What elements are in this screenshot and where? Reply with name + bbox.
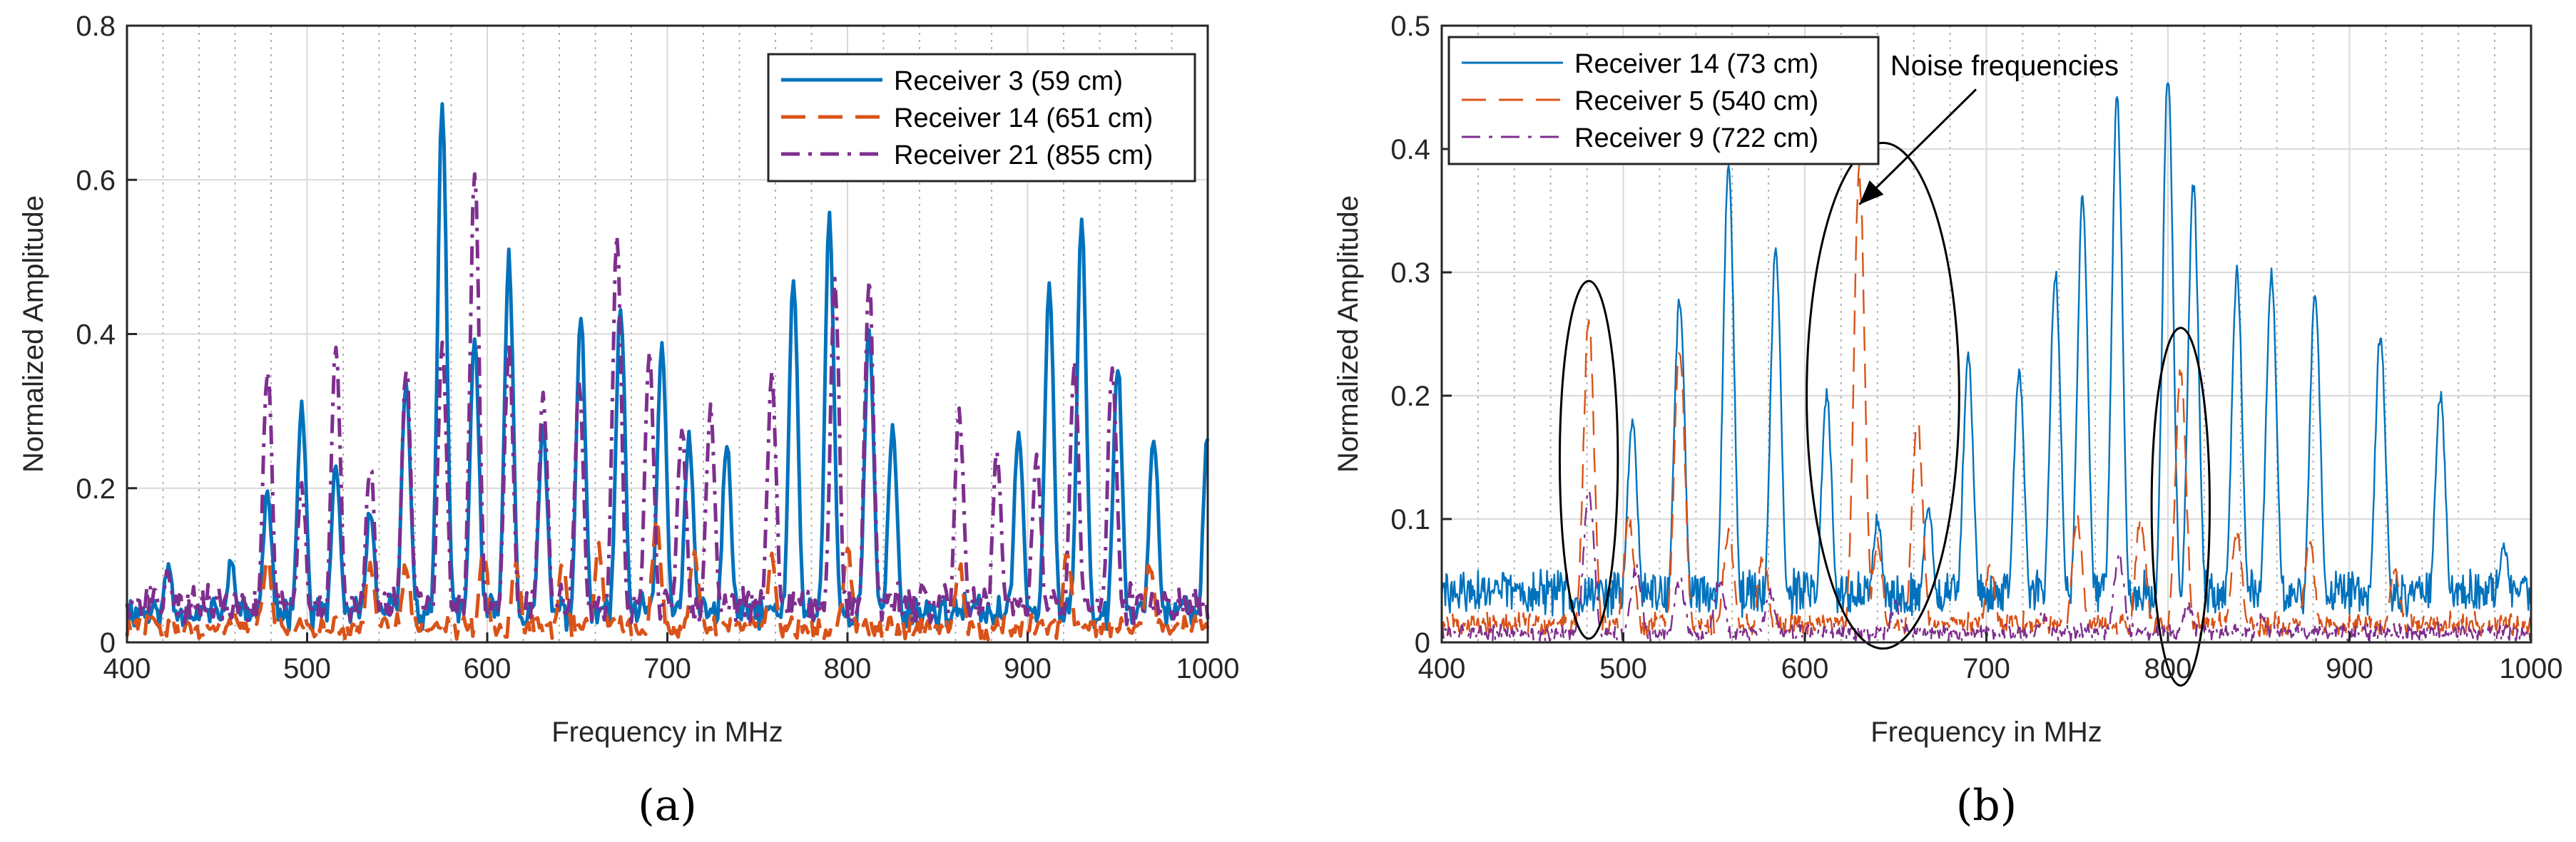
x-tick-label: 600 <box>1781 653 1829 684</box>
y-tick-label: 0.4 <box>76 319 116 351</box>
annotation-arrow-line <box>1858 88 1977 205</box>
y-tick-label: 0.1 <box>1390 504 1430 535</box>
noise-ellipse <box>1558 279 1619 640</box>
legend-label: Receiver 21 (855 cm) <box>894 140 1153 170</box>
legend-label: Receiver 14 (651 cm) <box>894 103 1153 133</box>
chart-panel-a: 400 500 600 700 800 900 1000 0 0.2 0.4 0.6 0.8 Fre… <box>18 11 1239 831</box>
chart-a-x-ticks: 400 500 600 700 800 900 1000 <box>103 632 1240 684</box>
x-tick-label: 900 <box>2326 653 2373 684</box>
legend-label: Receiver 14 (73 cm) <box>1574 49 1818 79</box>
series-line-purple <box>125 172 1210 628</box>
y-tick-label: 0.2 <box>76 473 116 505</box>
legend-label: Receiver 3 (59 cm) <box>894 66 1123 96</box>
chart-b-x-ticks: 400 500 600 700 800 900 1000 <box>1418 632 2563 684</box>
x-tick-label: 700 <box>643 653 691 684</box>
chart-b-y-ticks: 0 0.1 0.2 0.3 0.4 0.5 <box>1390 11 1452 659</box>
chart-a-y-ticks: 0 0.2 0.4 0.6 0.8 <box>76 11 137 659</box>
y-tick-label: 0 <box>1415 627 1430 659</box>
y-tick-label: 0.5 <box>1390 11 1430 42</box>
chart-panel-b: 400 500 600 700 800 900 1000 00.10.20.30.40.5 … <box>1333 11 2562 831</box>
chart-b-x-axis-label: Frequency in MHz <box>1870 717 2102 748</box>
x-tick-label: 800 <box>2144 653 2192 684</box>
series-line-orange <box>1440 163 2532 638</box>
y-tick-label: 0.6 <box>76 165 116 196</box>
noise-ellipse <box>2150 327 2211 687</box>
x-tick-label: 1000 <box>2500 653 2563 684</box>
chart-a-legend: Receiver 3 (59 cm) Receiver 14 (651 cm) Re… <box>767 53 1196 183</box>
legend-label: Receiver 5 (540 cm) <box>1574 86 1818 116</box>
chart-b-legend: Receiver 14 (73 cm) Receiver 5 (540 cm) Re… <box>1447 36 1880 165</box>
x-tick-label: 400 <box>103 653 151 684</box>
chart-b-panel-label: (b) <box>1956 781 2017 831</box>
annotation-arrow-head <box>1859 180 1884 205</box>
x-tick-label: 900 <box>1004 653 1052 684</box>
x-tick-label: 700 <box>1962 653 2010 684</box>
legend-label: Receiver 9 (722 cm) <box>1574 123 1818 153</box>
y-tick-label: 0.2 <box>1390 381 1430 412</box>
annotation-noise-frequencies: Noise frequencies <box>1890 50 2119 81</box>
x-tick-label: 500 <box>1599 653 1647 684</box>
y-tick-label: 0.3 <box>1390 257 1430 289</box>
x-tick-label: 800 <box>824 653 872 684</box>
chart-b-y-axis-label: Normalized Amplitude <box>1333 195 1364 473</box>
chart-b-annotation: Noise frequencies <box>1858 50 2119 205</box>
chart-a-panel-label: (a) <box>638 781 697 831</box>
chart-b-noise-ellipses <box>1558 141 2211 687</box>
chart-a-y-axis-label: Normalized Amplitude <box>18 195 49 473</box>
x-tick-label: 500 <box>283 653 331 684</box>
chart-a-x-axis-label: Frequency in MHz <box>551 717 783 748</box>
y-tick-label: 0 <box>100 627 116 659</box>
x-tick-label: 1000 <box>1176 653 1240 684</box>
noise-ellipse <box>1806 141 1960 650</box>
y-tick-label: 0.4 <box>1390 134 1430 165</box>
x-tick-label: 400 <box>1418 653 1466 684</box>
x-tick-label: 600 <box>464 653 511 684</box>
y-tick-label: 0.8 <box>76 11 116 42</box>
